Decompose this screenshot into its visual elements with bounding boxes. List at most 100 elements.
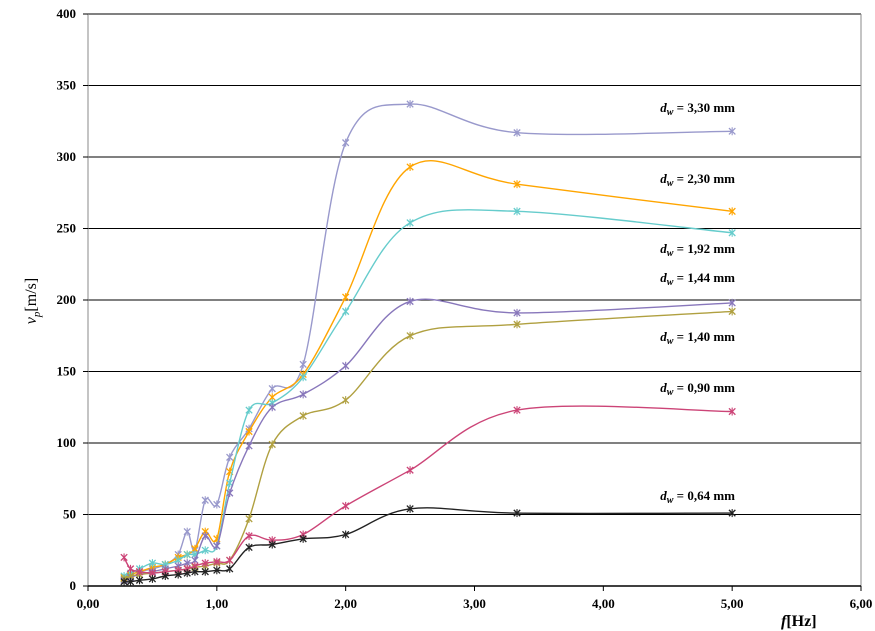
x-tick-label-5: 5,00 xyxy=(721,596,744,611)
x-tick-label-4: 4,00 xyxy=(592,596,615,611)
series-4-point-16 xyxy=(513,320,521,329)
series-5-point-0 xyxy=(120,553,128,562)
series-6-point-16 xyxy=(513,509,521,518)
series-4-point-17 xyxy=(728,307,736,316)
series-2-point-17 xyxy=(728,228,736,237)
series-4-label-sub: w xyxy=(667,336,674,347)
y-tick-label-5: 250 xyxy=(57,221,77,236)
series-2-label-sub: w xyxy=(667,248,674,259)
series-2-label-value: = 1,92 mm xyxy=(673,241,735,256)
series-1-label: dw = 2,30 mm xyxy=(660,171,735,189)
series-3-point-13 xyxy=(299,390,307,399)
series-0-point-15 xyxy=(406,100,414,109)
series-0-label-prefix: d xyxy=(660,100,667,115)
series-3-point-9 xyxy=(213,541,221,550)
y-tick-label-2: 100 xyxy=(57,435,77,450)
series-3-point-14 xyxy=(342,361,350,370)
series-6-point-5 xyxy=(174,570,182,579)
series-3-point-12 xyxy=(268,403,276,412)
series-6-point-10 xyxy=(226,564,234,573)
x-axis-title: f[Hz] xyxy=(781,613,817,630)
x-tick-label-6: 6,00 xyxy=(850,596,873,611)
series-5-point-11 xyxy=(245,531,253,540)
series-6-label-value: = 0,64 mm xyxy=(673,488,735,503)
series-0-point-8 xyxy=(201,496,209,505)
series-2-label-prefix: d xyxy=(660,241,667,256)
y-tick-label-8: 400 xyxy=(57,6,77,21)
series-5-label-sub: w xyxy=(667,387,674,398)
y-tick-label-6: 300 xyxy=(57,149,77,164)
series-0-label-value: = 3,30 mm xyxy=(673,100,735,115)
x-tick-label-3: 3,00 xyxy=(463,596,486,611)
series-0-point-17 xyxy=(728,127,736,136)
y-axis-title-unit: [m/s] xyxy=(23,278,40,312)
series-4-label-value: = 1,40 mm xyxy=(673,329,735,344)
series-3-label-prefix: d xyxy=(660,270,667,285)
series-0 xyxy=(120,100,736,583)
series-0-point-14 xyxy=(342,138,350,147)
series-2-point-6 xyxy=(183,550,191,559)
series-0-point-16 xyxy=(513,128,521,137)
series-6-label-sub: w xyxy=(667,495,674,506)
series-6-point-17 xyxy=(728,509,736,518)
series-3-label: dw = 1,44 mm xyxy=(660,270,735,288)
series-4-point-13 xyxy=(299,411,307,420)
series-2-point-8 xyxy=(201,546,209,555)
series-1-point-14 xyxy=(342,293,350,302)
series-0-point-9 xyxy=(213,500,221,509)
series-0-point-13 xyxy=(299,360,307,369)
series-3-label-sub: w xyxy=(667,277,674,288)
series-0-point-10 xyxy=(226,453,234,462)
series-6-point-3 xyxy=(148,574,157,583)
series-6-point-14 xyxy=(342,530,350,539)
series-3-point-15 xyxy=(406,297,414,306)
series-5-point-17 xyxy=(728,407,736,416)
series-6-label-prefix: d xyxy=(660,488,667,503)
series-4-point-11 xyxy=(245,514,253,523)
series-3-point-10 xyxy=(226,489,234,498)
series-5-label-prefix: d xyxy=(660,380,667,395)
series-6-point-8 xyxy=(201,567,209,576)
series-5-point-9 xyxy=(213,557,221,566)
y-tick-label-0: 0 xyxy=(70,578,77,593)
series-4-point-14 xyxy=(342,396,350,405)
x-axis-title-unit: [Hz] xyxy=(786,613,816,630)
series-6-point-4 xyxy=(161,571,169,580)
series-5-point-14 xyxy=(342,501,350,510)
series-4-point-15 xyxy=(406,331,414,340)
series-4-line xyxy=(123,310,733,580)
y-tick-label-7: 350 xyxy=(57,78,77,93)
series-1-point-16 xyxy=(513,180,521,189)
series-4-label: dw = 1,40 mm xyxy=(660,329,735,347)
series-3-point-17 xyxy=(728,298,736,307)
series-2-point-15 xyxy=(406,218,414,227)
series-6-point-7 xyxy=(191,567,199,576)
x-axis-title-main: f xyxy=(781,613,788,630)
series-2-point-3 xyxy=(148,559,157,568)
series-1-label-sub: w xyxy=(667,178,674,189)
series-6-point-12 xyxy=(268,540,276,549)
series-1-point-17 xyxy=(728,207,736,216)
series-0-point-12 xyxy=(268,384,276,393)
series-3-point-11 xyxy=(245,441,253,450)
series-5-label-value: = 0,90 mm xyxy=(673,380,735,395)
series-6-point-6 xyxy=(183,569,191,578)
series-layer xyxy=(120,100,736,586)
series-0-label-sub: w xyxy=(667,107,674,118)
series-1-label-value: = 2,30 mm xyxy=(673,171,735,186)
series-2-point-13 xyxy=(299,373,307,382)
y-axis-title-main: v xyxy=(23,316,40,324)
series-0-point-6 xyxy=(183,527,191,536)
series-6-label: dw = 0,64 mm xyxy=(660,488,735,506)
series-6-point-0 xyxy=(120,577,128,586)
series-6-point-2 xyxy=(135,576,144,585)
y-axis-title: vp[m/s] xyxy=(23,278,43,324)
series-5-point-8 xyxy=(201,559,209,568)
series-5-point-2 xyxy=(135,567,144,576)
series-6-point-15 xyxy=(406,504,414,513)
y-axis-title-sub: p xyxy=(31,311,43,318)
series-5-point-10 xyxy=(226,556,234,565)
